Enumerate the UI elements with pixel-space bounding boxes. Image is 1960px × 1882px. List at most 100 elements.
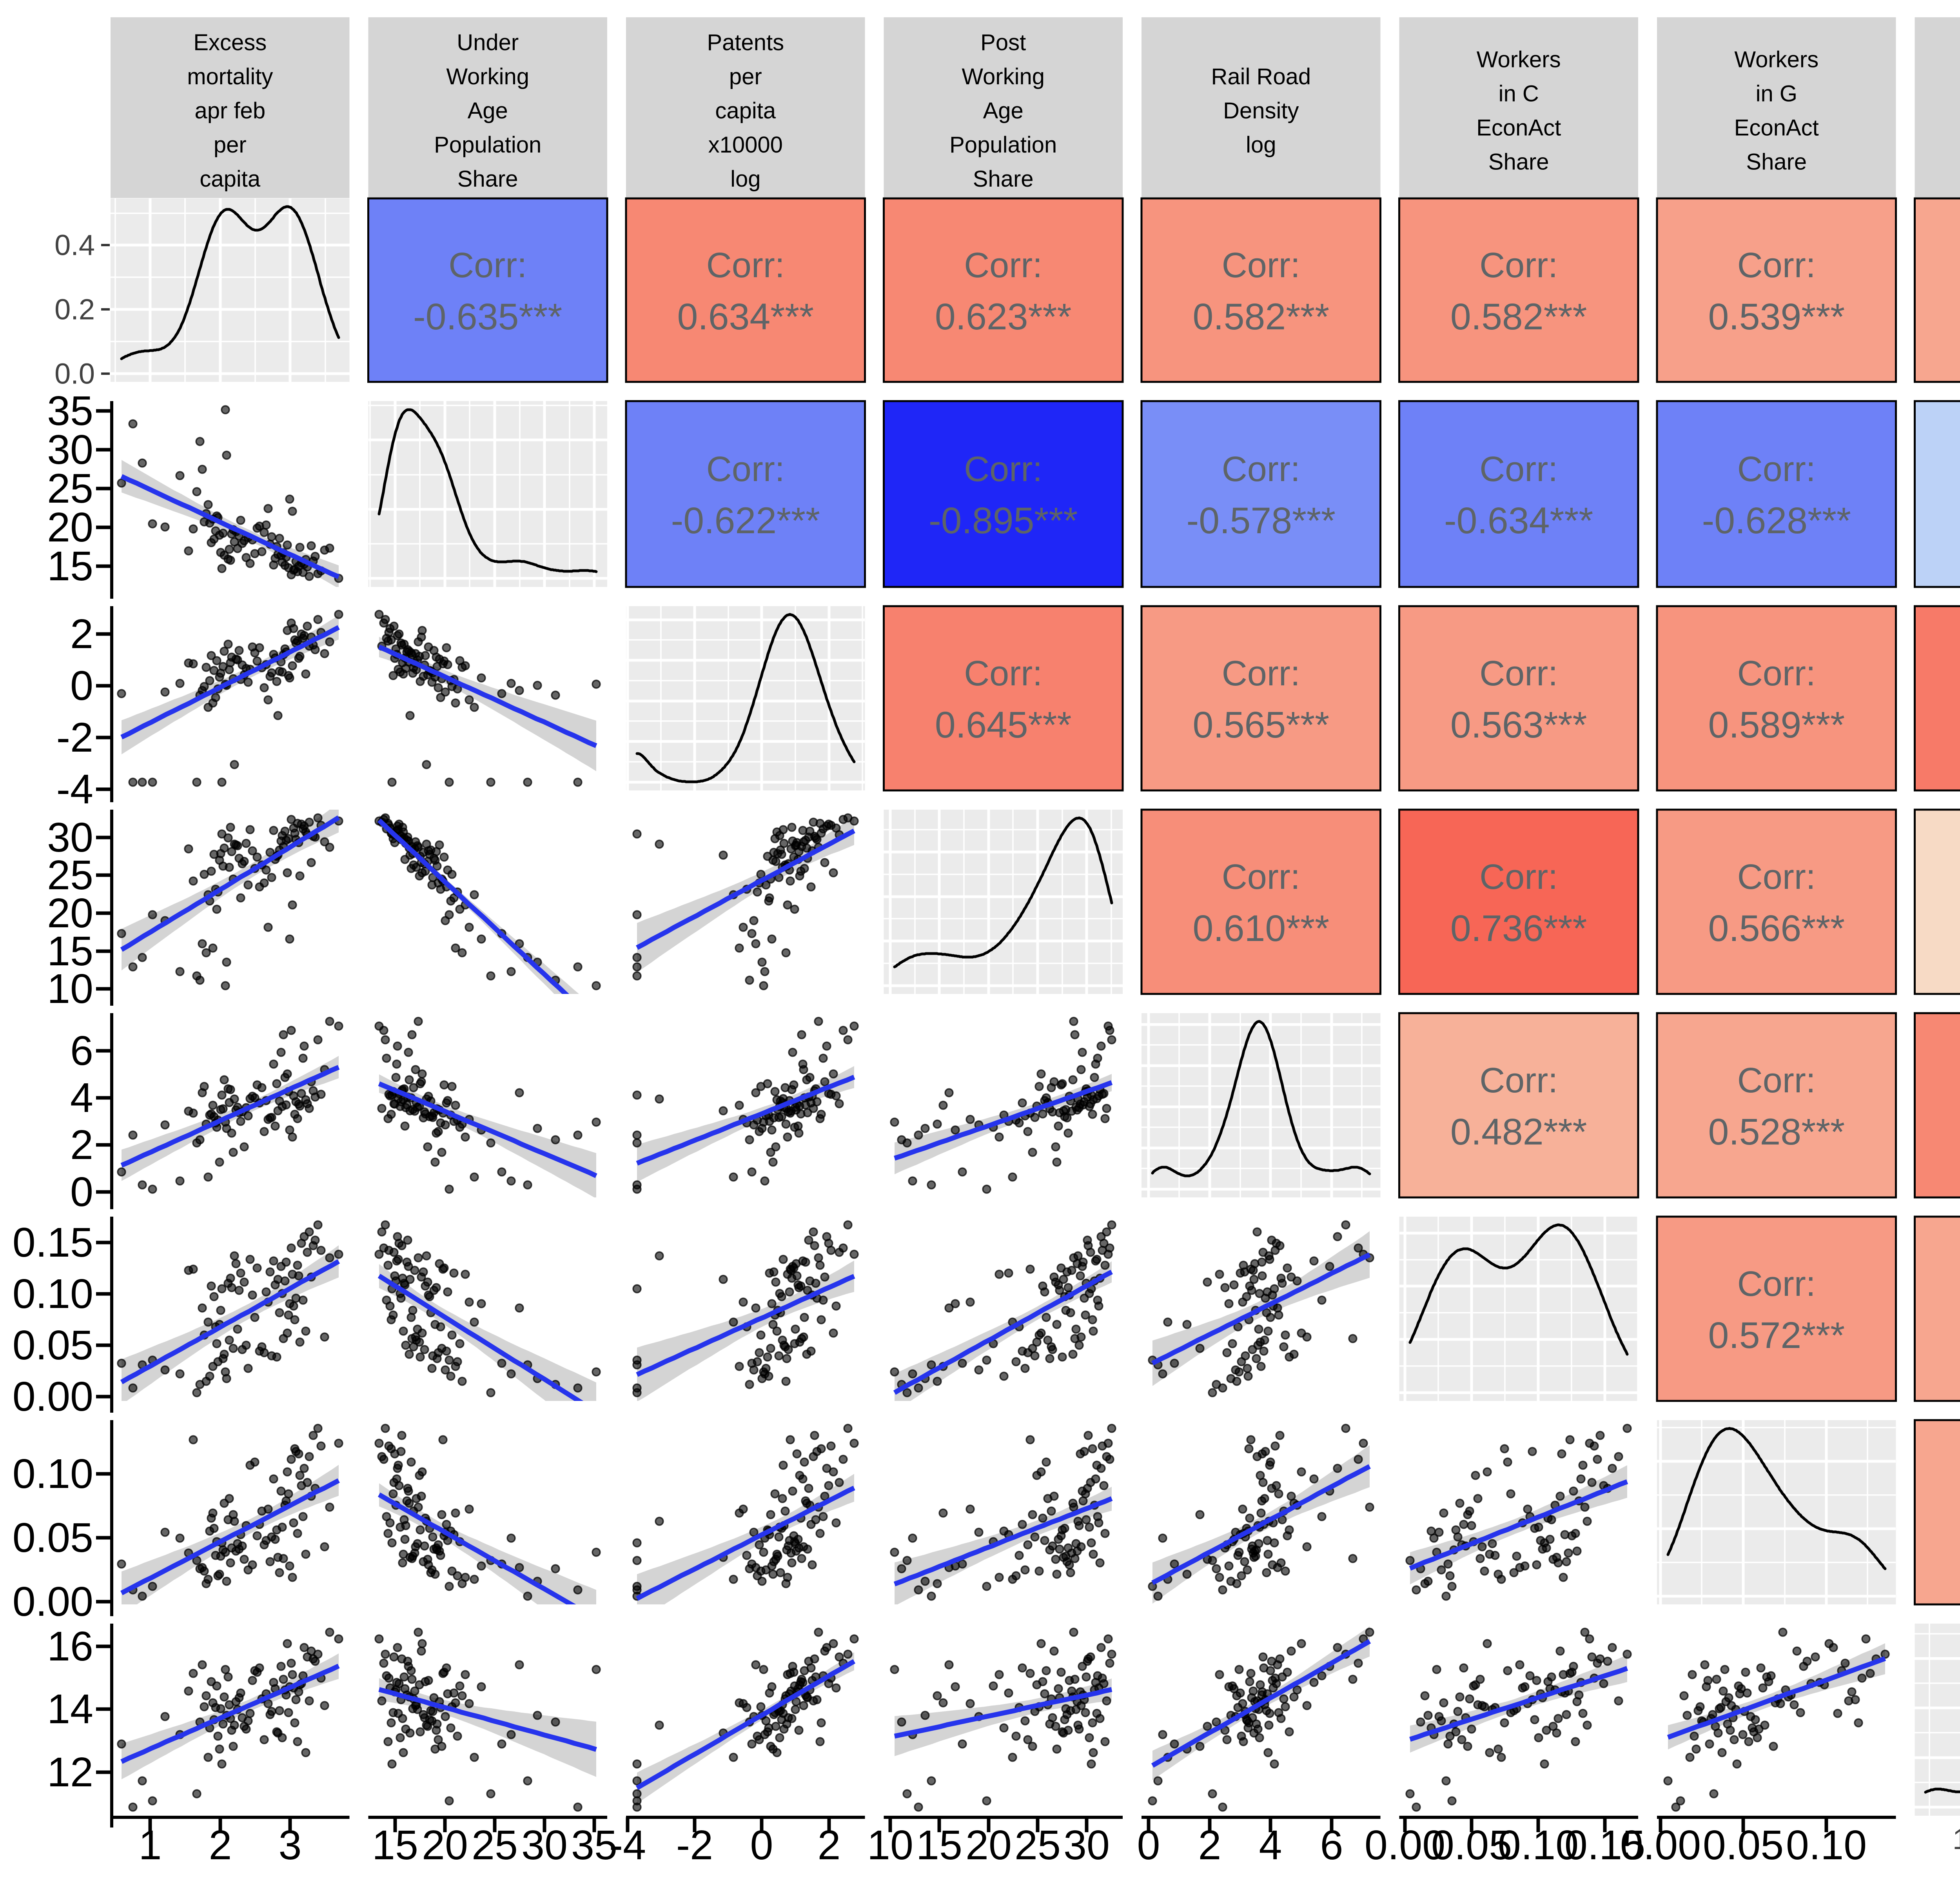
svg-text:35: 35 (571, 1822, 617, 1868)
svg-text:0.00: 0.00 (13, 1373, 93, 1420)
svg-text:0.528***: 0.528*** (1708, 1111, 1845, 1153)
svg-text:10: 10 (47, 966, 93, 1012)
svg-text:3: 3 (279, 1822, 302, 1868)
svg-text:0.610***: 0.610*** (1192, 908, 1329, 949)
svg-text:Corr:: Corr: (1737, 1061, 1816, 1100)
svg-text:0.582***: 0.582*** (1192, 296, 1329, 338)
svg-text:25: 25 (47, 852, 93, 898)
svg-text:0: 0 (1137, 1822, 1160, 1868)
svg-text:Corr:: Corr: (448, 246, 527, 285)
svg-text:6: 6 (70, 1028, 93, 1074)
svg-text:Share: Share (457, 166, 518, 192)
svg-text:Corr:: Corr: (1479, 857, 1558, 897)
svg-text:0.539***: 0.539*** (1708, 296, 1845, 338)
svg-text:14: 14 (47, 1686, 93, 1732)
svg-text:15: 15 (372, 1822, 418, 1868)
svg-text:Corr:: Corr: (706, 450, 785, 489)
svg-text:0.482***: 0.482*** (1450, 1111, 1587, 1153)
svg-text:30: 30 (47, 814, 93, 861)
svg-text:capita: capita (715, 98, 776, 124)
svg-text:0.634***: 0.634*** (677, 296, 814, 338)
svg-text:20: 20 (965, 1822, 1012, 1868)
svg-text:EconAct: EconAct (1476, 115, 1561, 141)
svg-text:in G: in G (1756, 81, 1797, 107)
svg-text:-0.578***: -0.578*** (1187, 500, 1336, 541)
svg-text:0.645***: 0.645*** (935, 704, 1072, 746)
svg-text:Corr:: Corr: (1479, 1061, 1558, 1100)
svg-text:Under: Under (457, 30, 519, 55)
svg-text:0.05: 0.05 (13, 1322, 93, 1368)
svg-text:Density: Density (1223, 98, 1299, 124)
svg-text:12: 12 (1953, 1823, 1960, 1855)
svg-text:Corr:: Corr: (706, 246, 785, 285)
svg-text:6: 6 (1320, 1822, 1343, 1868)
svg-text:EconAct: EconAct (1734, 115, 1819, 141)
svg-text:-4: -4 (56, 766, 93, 812)
svg-text:Corr:: Corr: (1222, 654, 1300, 693)
svg-text:0.566***: 0.566*** (1708, 908, 1845, 949)
svg-text:4: 4 (1259, 1822, 1282, 1868)
svg-text:-4: -4 (609, 1822, 646, 1868)
svg-text:Corr:: Corr: (964, 450, 1042, 489)
svg-text:apr feb: apr feb (195, 98, 266, 124)
svg-text:-0.622***: -0.622*** (671, 500, 820, 541)
svg-text:0: 0 (70, 1169, 93, 1215)
svg-text:25: 25 (47, 465, 93, 512)
svg-text:16: 16 (47, 1623, 93, 1669)
svg-text:2: 2 (70, 611, 93, 657)
svg-text:0.00: 0.00 (1620, 1822, 1701, 1868)
svg-text:Corr:: Corr: (1222, 450, 1300, 489)
svg-text:0.2: 0.2 (54, 293, 95, 326)
svg-text:0.0: 0.0 (54, 358, 95, 390)
svg-text:0.05: 0.05 (1431, 1822, 1512, 1868)
svg-text:0.623***: 0.623*** (935, 296, 1072, 338)
svg-text:0.572***: 0.572*** (1708, 1315, 1845, 1356)
svg-text:Population: Population (949, 132, 1057, 158)
svg-text:in C: in C (1499, 81, 1539, 107)
svg-text:2: 2 (1198, 1822, 1221, 1868)
svg-text:0: 0 (750, 1822, 773, 1868)
svg-text:Corr:: Corr: (1737, 246, 1816, 285)
svg-text:Corr:: Corr: (1737, 654, 1816, 693)
svg-text:0.15: 0.15 (13, 1219, 93, 1266)
svg-text:-0.628***: -0.628*** (1702, 500, 1851, 541)
svg-text:-0.634***: -0.634*** (1444, 500, 1593, 541)
svg-text:Workers: Workers (1734, 47, 1818, 73)
svg-text:Share: Share (1488, 149, 1549, 175)
svg-text:Corr:: Corr: (1222, 246, 1300, 285)
svg-text:Share: Share (973, 166, 1034, 192)
svg-text:per: per (729, 64, 762, 89)
svg-text:Working: Working (446, 64, 529, 89)
svg-text:Excess: Excess (193, 30, 267, 55)
svg-text:15: 15 (47, 543, 93, 589)
svg-text:Patents: Patents (707, 30, 784, 55)
svg-text:2: 2 (70, 1122, 93, 1168)
svg-text:0.05: 0.05 (13, 1515, 93, 1561)
svg-text:0.05: 0.05 (1703, 1822, 1784, 1868)
svg-text:0.10: 0.10 (1786, 1822, 1867, 1868)
svg-text:0.736***: 0.736*** (1450, 908, 1587, 949)
svg-text:0.15: 0.15 (1564, 1822, 1645, 1868)
svg-text:25: 25 (1014, 1822, 1061, 1868)
svg-text:15: 15 (47, 928, 93, 974)
svg-text:0.10: 0.10 (13, 1451, 93, 1497)
svg-text:log: log (730, 166, 760, 192)
svg-text:Working: Working (962, 64, 1045, 89)
svg-text:1: 1 (139, 1822, 162, 1868)
svg-text:25: 25 (472, 1822, 518, 1868)
svg-text:log: log (1246, 132, 1276, 158)
svg-text:Share: Share (1746, 149, 1807, 175)
svg-text:Corr:: Corr: (1737, 450, 1816, 489)
svg-text:0.10: 0.10 (13, 1271, 93, 1317)
svg-text:0.582***: 0.582*** (1450, 296, 1587, 338)
svg-text:2: 2 (209, 1822, 232, 1868)
svg-text:Rail Road: Rail Road (1211, 64, 1311, 89)
svg-text:0.00: 0.00 (1365, 1822, 1445, 1868)
svg-text:0.00: 0.00 (13, 1579, 93, 1625)
svg-text:-0.895***: -0.895*** (929, 500, 1078, 541)
svg-text:30: 30 (47, 427, 93, 473)
svg-text:-2: -2 (56, 714, 93, 761)
svg-text:30: 30 (1063, 1822, 1110, 1868)
svg-text:capita: capita (200, 166, 261, 192)
svg-text:15: 15 (916, 1822, 962, 1868)
